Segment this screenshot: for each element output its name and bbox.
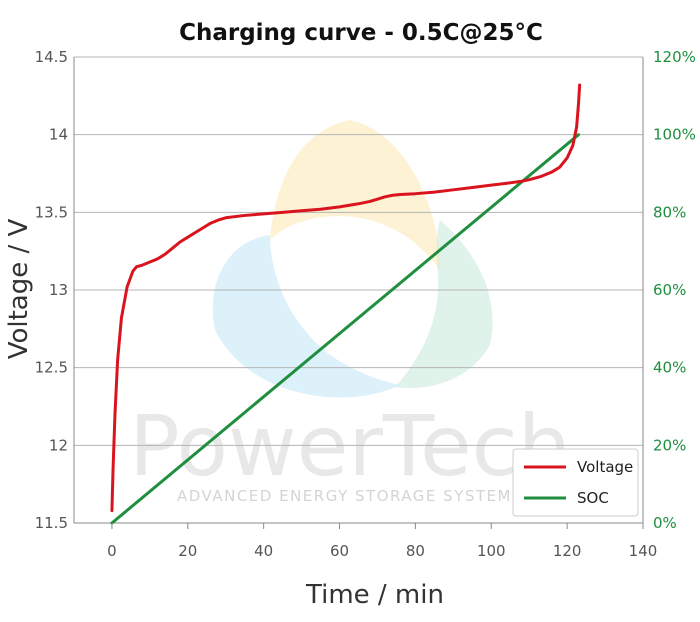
watermark-tagline: ADVANCED ENERGY STORAGE SYSTEMS — [177, 487, 523, 505]
y2-tick-label: 40% — [653, 359, 686, 377]
y-tick-label: 14.5 — [35, 48, 68, 66]
y2-tick-label: 120% — [653, 48, 696, 66]
watermark-brand: PowerTech — [129, 397, 571, 495]
y-tick-label: 13 — [49, 281, 68, 299]
watermark-teal-petal — [395, 220, 493, 389]
y2-tick-label: 80% — [653, 203, 686, 221]
x-tick-label: 140 — [629, 542, 658, 560]
series-line-soc — [110, 133, 581, 525]
watermark-yellow-petal — [270, 120, 440, 270]
legend-label-soc: SOC — [577, 489, 609, 507]
y-axis-title: Voltage / V — [4, 218, 34, 359]
chart-title: Charging curve - 0.5C@25°C — [179, 20, 543, 46]
left-axis-ticks: 11.5 12 12.5 13 13.5 14 14.5 — [35, 48, 68, 532]
x-tick-label: 80 — [406, 542, 425, 560]
watermark-blue-petal — [212, 235, 400, 398]
y-tick-label: 11.5 — [35, 514, 68, 532]
y-tick-label: 13.5 — [35, 203, 68, 221]
y-tick-label: 12.5 — [35, 359, 68, 377]
y-tick-label: 14 — [49, 126, 68, 144]
legend: Voltage SOC — [512, 448, 639, 517]
y2-tick-label: 20% — [653, 436, 686, 454]
y2-tick-label: 60% — [653, 281, 686, 299]
legend-label-voltage: Voltage — [577, 458, 633, 476]
x-tick-label: 100 — [477, 542, 506, 560]
series-line-voltage — [110, 83, 582, 513]
x-tick-label: 120 — [553, 542, 582, 560]
x-tick-label: 60 — [330, 542, 349, 560]
x-axis-title: Time / min — [305, 580, 444, 610]
series-layer — [110, 83, 582, 525]
y2-tick-label: 100% — [653, 126, 696, 144]
x-axis-ticks: 0 20 40 60 80 100 120 140 — [107, 523, 657, 560]
gridlines — [74, 56, 643, 446]
y2-tick-label: 0% — [653, 514, 677, 532]
x-tick-label: 0 — [107, 542, 117, 560]
watermark-logo: PowerTech ADVANCED ENERGY STORAGE SYSTEM… — [129, 120, 571, 505]
right-axis-ticks: 0% 20% 40% 60% 80% 100% 120% — [653, 48, 696, 532]
y-tick-label: 12 — [49, 436, 68, 454]
x-tick-label: 20 — [178, 542, 197, 560]
plot-frame — [73, 57, 644, 524]
x-tick-label: 40 — [254, 542, 273, 560]
